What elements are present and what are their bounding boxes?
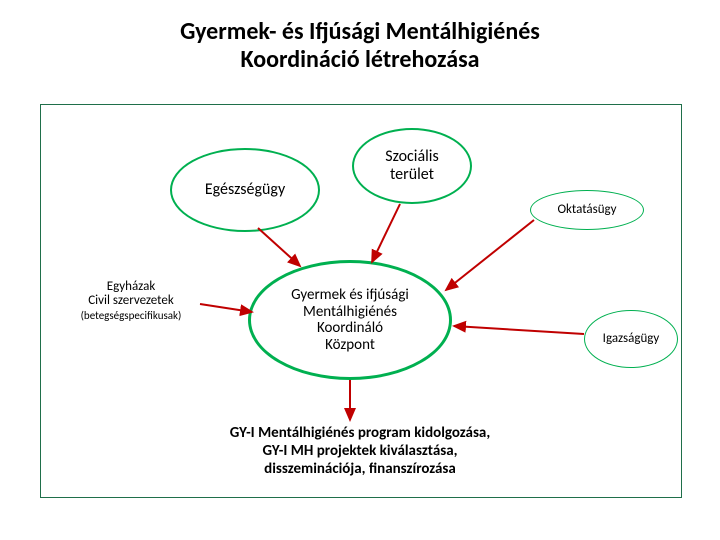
group-egyhazak-line2: Civil szervezetek [88,293,174,308]
group-egyhazak-line1: Egyházak [107,279,155,294]
oval-oktatasugy-label: Oktatásügy [557,203,616,217]
oval-igazsagugy-label: Igazságügy [603,332,660,346]
title-line2: Koordináció létrehozása [240,45,479,74]
oval-center-line1: Gyermek és ifjúsági [291,287,409,304]
title-line1: Gyermek- és Ifjúsági Mentálhigiénés [180,17,540,46]
group-egyhazak-line3: (betegségspecifikusak) [81,309,182,322]
oval-egeszsegugy: Egészségügy [170,148,320,232]
oval-center-line3: Koordináló [291,320,409,337]
oval-igazsagugy: Igazságügy [584,310,678,368]
oval-oktatasugy: Oktatásügy [530,190,644,230]
oval-egeszsegugy-label: Egészségügy [205,181,285,199]
footer-line1: GY-I Mentálhigiénés program kidolgozása, [230,424,490,442]
oval-center-line2: Mentálhigiénés [291,304,409,321]
page-title: Gyermek- és Ifjúsági Mentálhigiénés Koor… [0,18,720,73]
group-egyhazak: Egyházak Civil szervezetek (betegségspec… [56,280,206,323]
oval-center-line4: Központ [291,337,409,354]
oval-center: Gyermek és ifjúsági Mentálhigiénés Koord… [248,260,452,380]
oval-szocialis-label2: terület [385,166,438,184]
footer-line3: disszeminációja, finanszírozása [264,460,456,478]
footer-text: GY-I Mentálhigiénés program kidolgozása,… [180,424,540,478]
oval-szocialis-label1: Szociális [385,148,438,166]
oval-szocialis: Szociális terület [352,128,472,204]
footer-line2: GY-I MH projektek kiválasztása, [262,442,457,460]
